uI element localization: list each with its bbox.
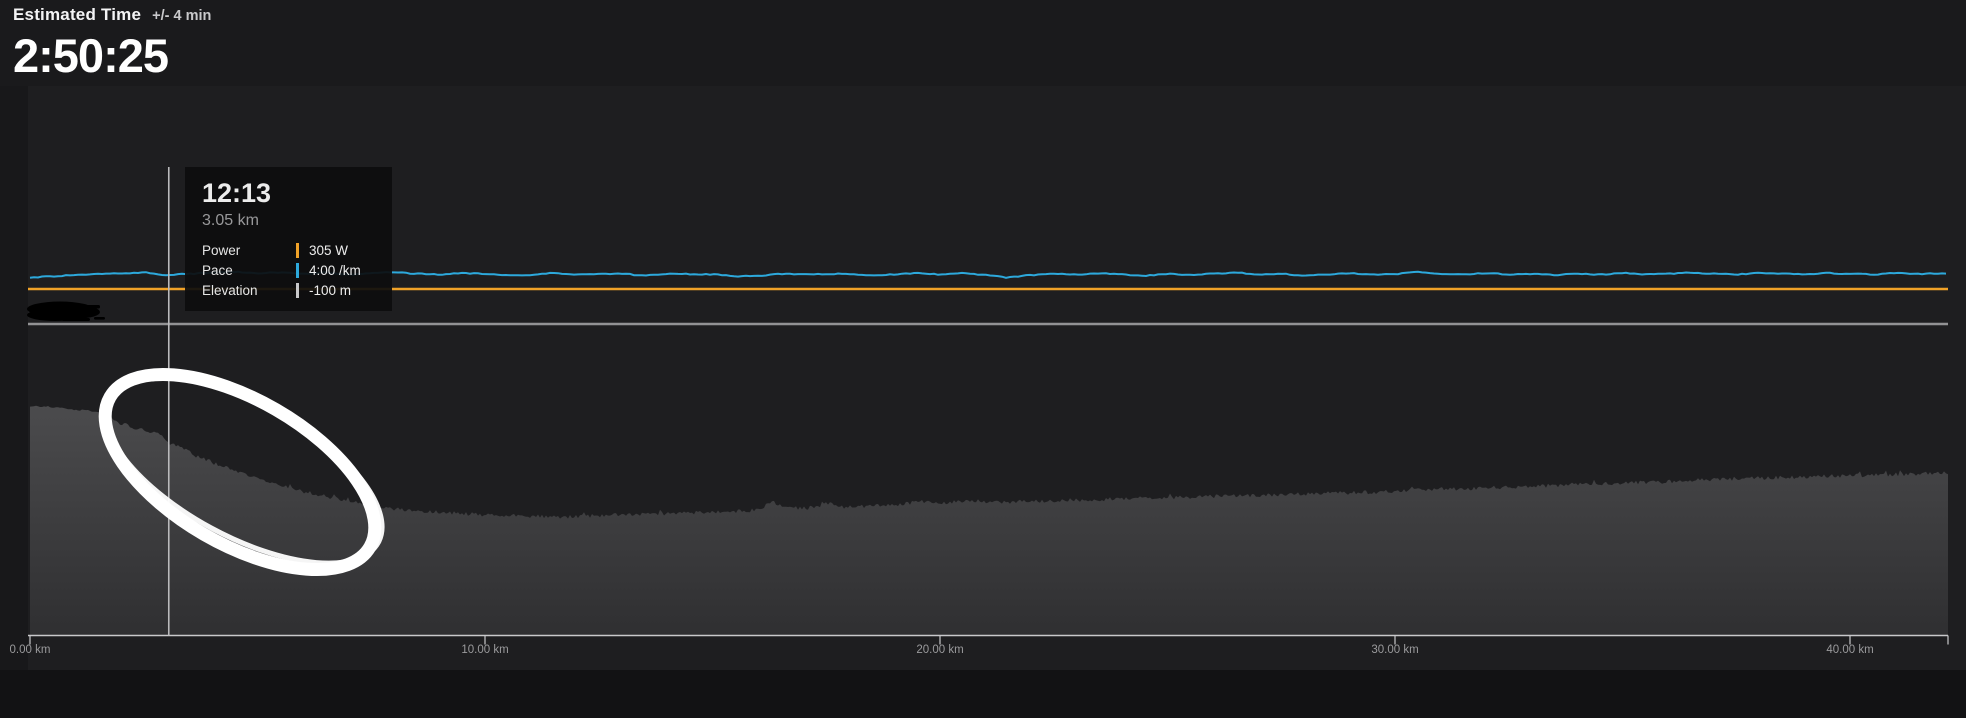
x-axis <box>28 634 1949 645</box>
elevation-area <box>30 405 1948 636</box>
estimated-time-value: 2:50:25 <box>13 29 169 82</box>
pace-series-color-bar <box>296 263 299 279</box>
header-title-row: Estimated Time +/- 4 min <box>13 5 211 25</box>
redaction-scribble <box>27 301 105 321</box>
tooltip-row-label: Elevation <box>202 283 258 299</box>
elevation-series-color-bar <box>296 283 299 299</box>
x-axis-tick-label: 0.00 km <box>9 644 51 656</box>
tooltip-rows: Power 305 W Pace 4:00 /km Elevation -100… <box>202 243 378 299</box>
tooltip-row-power: Power 305 W <box>202 243 378 259</box>
bottom-bar <box>0 670 1966 718</box>
x-axis-tick-label: 10.00 km <box>461 644 509 656</box>
power-series-color-bar <box>296 243 299 259</box>
tooltip-row-elevation: Elevation -100 m <box>202 283 378 299</box>
metric-tolerance: +/- 4 min <box>152 8 212 24</box>
tooltip-row-value: 305 W <box>309 243 349 259</box>
hand-drawn-circle-annotation <box>98 367 385 577</box>
tooltip-row-value: 4:00 /km <box>309 263 361 279</box>
x-axis-tick-label: 30.00 km <box>1371 644 1419 656</box>
x-axis-tick-label: 20.00 km <box>916 644 964 656</box>
tooltip-row-value: -100 m <box>309 283 352 299</box>
tooltip-distance: 3.05 km <box>202 212 259 230</box>
tooltip-row-label: Pace <box>202 263 233 279</box>
tooltip-time: 12:13 <box>202 178 272 208</box>
header: Estimated Time +/- 4 min 2:50:25 <box>13 5 211 79</box>
tooltip-row-label: Power <box>202 243 241 259</box>
chart-left-gutter <box>0 86 28 670</box>
x-axis-tick-label: 40.00 km <box>1826 644 1874 656</box>
tooltip-row-pace: Pace 4:00 /km <box>202 263 378 279</box>
chart-tooltip: 12:13 3.05 km Power 305 W Pace 4:00 /km … <box>185 167 392 312</box>
metric-title: Estimated Time <box>13 5 142 24</box>
